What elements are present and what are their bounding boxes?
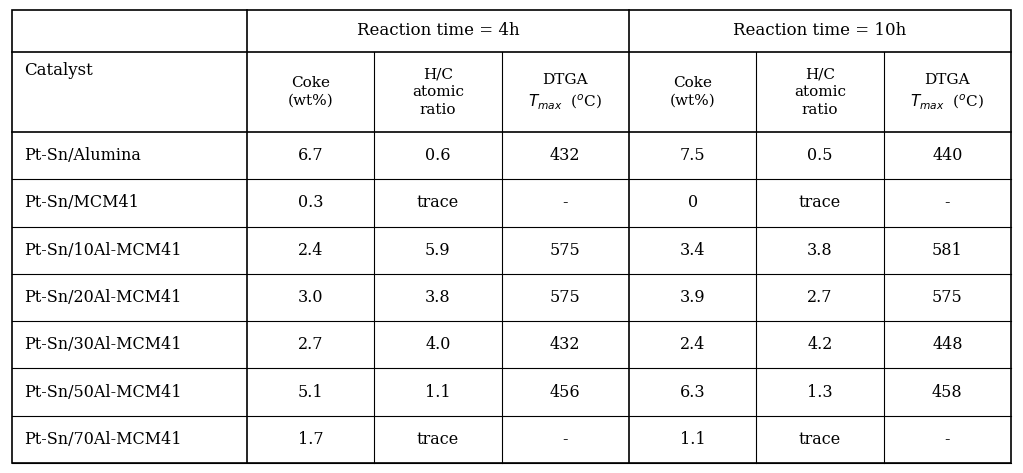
Text: trace: trace	[799, 431, 841, 448]
Text: 448: 448	[932, 336, 963, 353]
Text: 1.7: 1.7	[298, 431, 323, 448]
Text: 456: 456	[550, 384, 580, 401]
Text: Reaction time = 4h: Reaction time = 4h	[356, 23, 519, 40]
Text: Pt-Sn/20Al-MCM41: Pt-Sn/20Al-MCM41	[24, 289, 181, 306]
Text: -: -	[944, 194, 950, 211]
Text: 3.4: 3.4	[680, 242, 705, 259]
Text: H/C
atomic
ratio: H/C atomic ratio	[794, 67, 846, 117]
Text: Reaction time = 10h: Reaction time = 10h	[733, 23, 906, 40]
Text: 1.1: 1.1	[425, 384, 451, 401]
Text: -: -	[563, 194, 568, 211]
Text: 2.4: 2.4	[680, 336, 705, 353]
Text: 440: 440	[932, 147, 963, 164]
Text: 7.5: 7.5	[679, 147, 706, 164]
Text: Catalyst: Catalyst	[24, 62, 93, 79]
Text: 5.1: 5.1	[298, 384, 323, 401]
Text: 575: 575	[932, 289, 963, 306]
Text: 432: 432	[550, 336, 580, 353]
Text: 1.1: 1.1	[679, 431, 706, 448]
Text: DTGA
$T_{max}$  ($^o$C): DTGA $T_{max}$ ($^o$C)	[910, 73, 984, 111]
Text: Pt-Sn/30Al-MCM41: Pt-Sn/30Al-MCM41	[24, 336, 181, 353]
Text: 6.7: 6.7	[298, 147, 323, 164]
Text: Pt-Sn/70Al-MCM41: Pt-Sn/70Al-MCM41	[24, 431, 181, 448]
Text: 458: 458	[932, 384, 963, 401]
Text: -: -	[563, 431, 568, 448]
Text: trace: trace	[416, 431, 459, 448]
Text: DTGA
$T_{max}$  ($^o$C): DTGA $T_{max}$ ($^o$C)	[528, 73, 603, 111]
Text: Coke
(wt%): Coke (wt%)	[670, 76, 715, 108]
Text: H/C
atomic
ratio: H/C atomic ratio	[412, 67, 463, 117]
Text: 6.3: 6.3	[679, 384, 706, 401]
Text: trace: trace	[799, 194, 841, 211]
Text: trace: trace	[416, 194, 459, 211]
Text: 575: 575	[549, 242, 581, 259]
Text: 5.9: 5.9	[425, 242, 451, 259]
Text: Pt-Sn/10Al-MCM41: Pt-Sn/10Al-MCM41	[24, 242, 181, 259]
Text: 0.6: 0.6	[426, 147, 450, 164]
Text: 0.3: 0.3	[298, 194, 323, 211]
Text: 1.3: 1.3	[807, 384, 833, 401]
Text: 3.0: 3.0	[298, 289, 323, 306]
Text: 4.2: 4.2	[807, 336, 833, 353]
Text: 2.7: 2.7	[807, 289, 833, 306]
Text: Pt-Sn/MCM41: Pt-Sn/MCM41	[24, 194, 139, 211]
Text: 575: 575	[549, 289, 581, 306]
Text: 3.8: 3.8	[807, 242, 833, 259]
Text: 4.0: 4.0	[426, 336, 450, 353]
Text: 0: 0	[687, 194, 698, 211]
Text: 581: 581	[932, 242, 963, 259]
Text: 432: 432	[550, 147, 580, 164]
Text: 3.8: 3.8	[425, 289, 451, 306]
Text: Coke
(wt%): Coke (wt%)	[287, 76, 333, 108]
Text: 2.4: 2.4	[298, 242, 323, 259]
Text: 0.5: 0.5	[807, 147, 833, 164]
Text: -: -	[944, 431, 950, 448]
Text: 3.9: 3.9	[679, 289, 706, 306]
Text: Pt-Sn/Alumina: Pt-Sn/Alumina	[24, 147, 141, 164]
Text: Pt-Sn/50Al-MCM41: Pt-Sn/50Al-MCM41	[24, 384, 181, 401]
Text: 2.7: 2.7	[298, 336, 323, 353]
